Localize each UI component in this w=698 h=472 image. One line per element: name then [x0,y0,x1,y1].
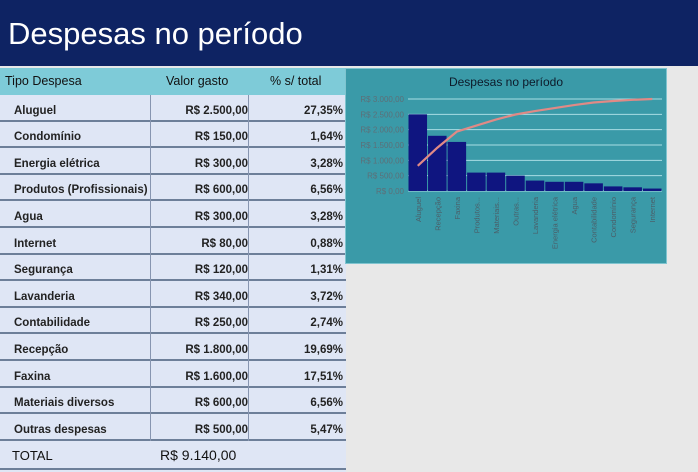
column-divider [248,95,249,441]
cell-percent: 5,47% [310,423,343,436]
y-tick-label: R$ 500,00 [367,172,404,181]
table-row: Faxina R$ 1.600,00 17,51% [0,361,346,388]
bar [603,186,623,191]
cell-percent: 0,88% [310,237,343,250]
total-row: TOTAL R$ 9.140,00 [0,442,346,470]
cell-type: Faxina [14,370,51,383]
x-tick-label: Segurança [629,196,638,233]
cell-percent: 6,56% [310,184,343,197]
x-tick-label: Contabilidade [590,197,599,243]
y-tick-label: R$ 0,00 [376,187,405,196]
bar [584,183,603,191]
cell-percent: 3,72% [310,290,343,303]
page-title: Despesas no período [8,16,303,51]
bar [428,135,447,191]
bar [486,172,506,191]
cell-value: R$ 600,00 [194,397,248,410]
x-tick-label: Materiais... [492,197,501,234]
x-tick-label: Energia elétrica [551,196,560,249]
cell-percent: 1,31% [310,264,343,277]
table-row: Produtos (Profissionais) R$ 600,00 6,56% [0,175,346,202]
title-bar: Despesas no período [0,0,698,66]
bar [506,175,525,191]
cell-type: Outras despesas [14,423,107,436]
cell-value: R$ 340,00 [194,290,248,303]
bar [525,180,545,191]
bar [408,114,428,191]
col-header-percent: % s/ total [270,68,322,95]
cell-value: R$ 120,00 [194,264,248,277]
y-tick-label: R$ 1.000,00 [360,156,404,165]
table-row: Lavanderia R$ 340,00 3,72% [0,281,346,308]
bar [642,188,662,191]
table-row: Recepção R$ 1.800,00 19,69% [0,334,346,361]
x-tick-label: Lavanderia [531,196,540,234]
cell-value: R$ 500,00 [194,423,248,436]
bar [467,172,486,191]
table-row: Condomínio R$ 150,00 1,64% [0,122,346,149]
cell-value: R$ 2.500,00 [185,104,248,117]
expense-table: Tipo Despesa Valor gasto % s/ total Alug… [0,68,346,472]
col-header-value: Valor gasto [166,68,229,95]
cell-type: Agua [14,210,43,223]
y-tick-label: R$ 1.500,00 [360,141,404,150]
cell-type: Produtos (Profissionais) [14,184,148,197]
chart-title: Despesas no período [448,75,564,89]
x-tick-label: Produtos... [472,197,481,233]
cell-type: Energia elétrica [14,157,100,170]
cell-value: R$ 600,00 [194,184,248,197]
x-tick-label: Recepção [433,197,442,231]
x-tick-label: Outras... [511,197,520,226]
y-tick-label: R$ 3.000,00 [360,95,404,104]
cell-type: Lavanderia [14,290,75,303]
x-tick-label: Aluguel [414,197,423,222]
x-tick-label: Internet [648,196,657,222]
cell-percent: 2,74% [310,317,343,330]
col-header-type: Tipo Despesa [5,68,82,95]
cell-type: Segurança [14,264,73,277]
table-row: Agua R$ 300,00 3,28% [0,201,346,228]
table-row: Aluguel R$ 2.500,00 27,35% [0,95,346,122]
cell-percent: 3,28% [310,157,343,170]
table-row: Contabilidade R$ 250,00 2,74% [0,308,346,335]
chart-canvas: R$ 0,00 R$ 500,00 R$ 1.000,00 R$ 1.500,00 R$… [360,95,662,249]
table-row: Outras despesas R$ 500,00 5,47% [0,414,346,441]
cell-value: R$ 300,00 [194,157,248,170]
cell-percent: 19,69% [303,343,343,356]
table-row: Internet R$ 80,00 0,88% [0,228,346,255]
bar [545,181,564,191]
total-label: TOTAL [12,448,53,463]
x-tick-label: Faxina [453,196,462,219]
cell-type: Contabilidade [14,317,91,330]
table-row: Segurança R$ 120,00 1,31% [0,255,346,282]
cell-value: R$ 1.600,00 [185,370,248,383]
cell-percent: 3,28% [310,210,343,223]
cell-value: R$ 1.800,00 [185,343,248,356]
bar [564,181,584,191]
cell-type: Materiais diversos [14,397,115,410]
cell-type: Aluguel [14,104,57,117]
cell-type: Condomínio [14,131,82,144]
cell-value: R$ 300,00 [194,210,248,223]
table-row: Energia elétrica R$ 300,00 3,28% [0,148,346,175]
cell-percent: 17,51% [303,370,343,383]
y-tick-label: R$ 2.000,00 [360,126,404,135]
cell-percent: 27,35% [303,104,343,117]
cell-value: R$ 80,00 [201,237,248,250]
column-divider [150,95,151,441]
y-tick-label: R$ 2.500,00 [360,110,404,119]
cell-percent: 1,64% [310,131,343,144]
bar [623,187,642,191]
pareto-chart: Despesas no período R$ 0,00 R$ 500,00 R$ 1… [345,68,667,264]
cell-type: Recepção [14,343,69,356]
table-row: Materiais diversos R$ 600,00 6,56% [0,388,346,415]
x-tick-label: Condomínio [609,197,618,237]
total-value: R$ 9.140,00 [160,447,237,463]
bar [447,141,467,191]
cell-value: R$ 250,00 [194,317,248,330]
cell-value: R$ 150,00 [194,131,248,144]
cell-percent: 6,56% [310,397,343,410]
x-tick-label: Agua [570,196,579,214]
cell-type: Internet [14,237,57,250]
